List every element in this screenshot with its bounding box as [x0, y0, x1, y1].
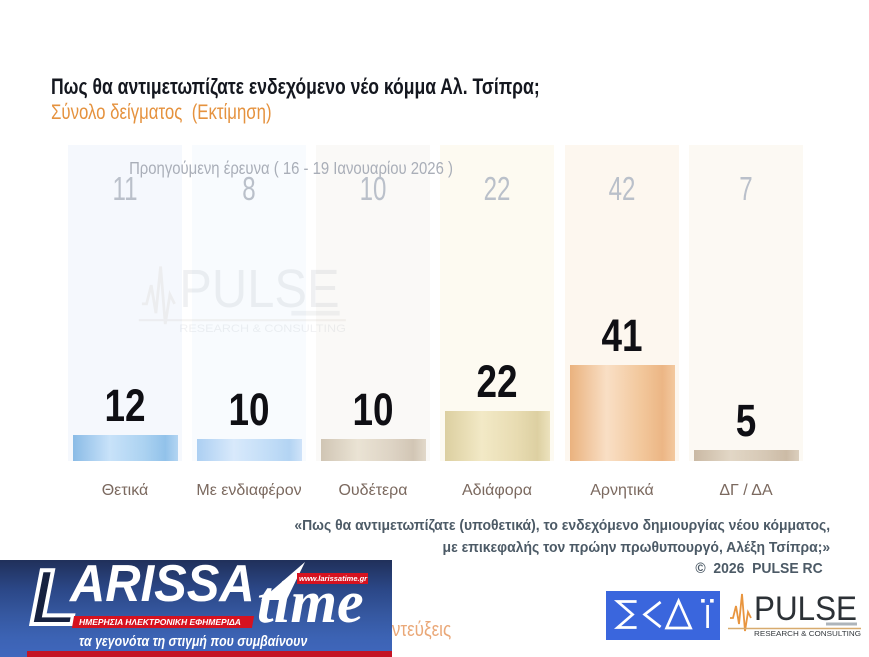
svg-text:RESEARCH & CONSULTING: RESEARCH & CONSULTING — [754, 631, 861, 638]
svg-text:PULSE: PULSE — [754, 590, 857, 628]
svg-text:RESEARCH & CONSULTING: RESEARCH & CONSULTING — [179, 323, 346, 335]
svg-text:PULSE: PULSE — [179, 259, 339, 319]
